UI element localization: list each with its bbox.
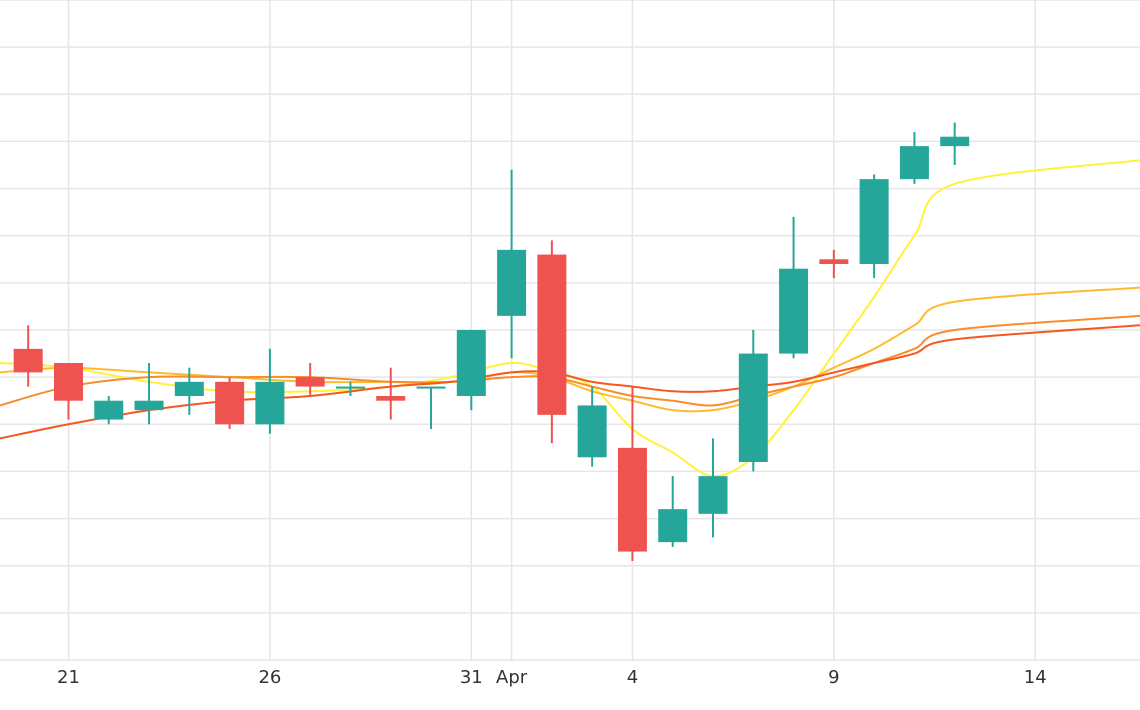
x-tick-label: 26 xyxy=(258,667,281,688)
candle-body xyxy=(174,381,204,396)
candle-up xyxy=(134,363,164,425)
candle-down xyxy=(376,367,406,420)
candle-body xyxy=(617,447,647,552)
candle-body xyxy=(658,509,688,543)
candle-up xyxy=(335,381,365,396)
x-tick-label: 9 xyxy=(828,667,839,688)
moving-average-line xyxy=(0,159,1140,478)
candle-body xyxy=(779,268,809,354)
candle-body xyxy=(134,400,164,411)
x-tick-label: 14 xyxy=(1024,667,1047,688)
candle-up xyxy=(174,367,204,415)
moving-average-line xyxy=(0,286,1140,413)
candle-up xyxy=(416,386,446,429)
candle-down xyxy=(617,386,647,561)
candle-up xyxy=(94,396,124,425)
moving-average-line xyxy=(0,324,1140,440)
candle-body xyxy=(416,386,446,389)
candle-body xyxy=(215,381,245,425)
candle-down xyxy=(215,377,245,429)
candle-body xyxy=(456,330,486,396)
x-tick-label: 21 xyxy=(57,667,80,688)
candle-down xyxy=(537,240,567,444)
candle-down xyxy=(53,363,83,420)
candle-up xyxy=(899,132,929,184)
candle-up xyxy=(658,476,688,547)
x-tick-label: 4 xyxy=(627,667,638,688)
x-tick-label: Apr xyxy=(496,667,528,688)
candle-down xyxy=(295,363,325,396)
candle-up xyxy=(456,330,486,411)
candle-body xyxy=(819,259,849,264)
candle-up xyxy=(698,438,728,538)
chart-grid xyxy=(0,0,1140,661)
candles xyxy=(13,122,970,561)
candle-body xyxy=(899,146,929,180)
candle-up xyxy=(779,216,809,359)
candle-up xyxy=(497,169,527,359)
candle-down xyxy=(13,325,43,387)
candle-body xyxy=(376,396,406,401)
candle-body xyxy=(859,179,889,264)
candle-body xyxy=(940,136,970,147)
candle-body xyxy=(94,400,124,420)
candle-body xyxy=(738,353,768,462)
candle-up xyxy=(577,386,607,467)
candle-body xyxy=(295,377,325,387)
candle-body xyxy=(577,405,607,458)
candle-body xyxy=(255,381,285,425)
moving-average-lines xyxy=(0,159,1140,478)
candle-up xyxy=(859,174,889,279)
candle-body xyxy=(13,348,43,373)
candle-body xyxy=(698,476,728,514)
candle-body xyxy=(497,249,527,316)
candle-up xyxy=(738,330,768,472)
candle-down xyxy=(819,249,849,279)
candle-up xyxy=(940,122,970,165)
x-axis: 21 26 31 Apr 4 9 14 xyxy=(57,667,1047,688)
candle-body xyxy=(335,386,365,389)
x-tick-label: 31 xyxy=(460,667,483,688)
candle-up xyxy=(255,348,285,434)
candle-body xyxy=(537,254,567,415)
candle-body xyxy=(53,363,83,401)
